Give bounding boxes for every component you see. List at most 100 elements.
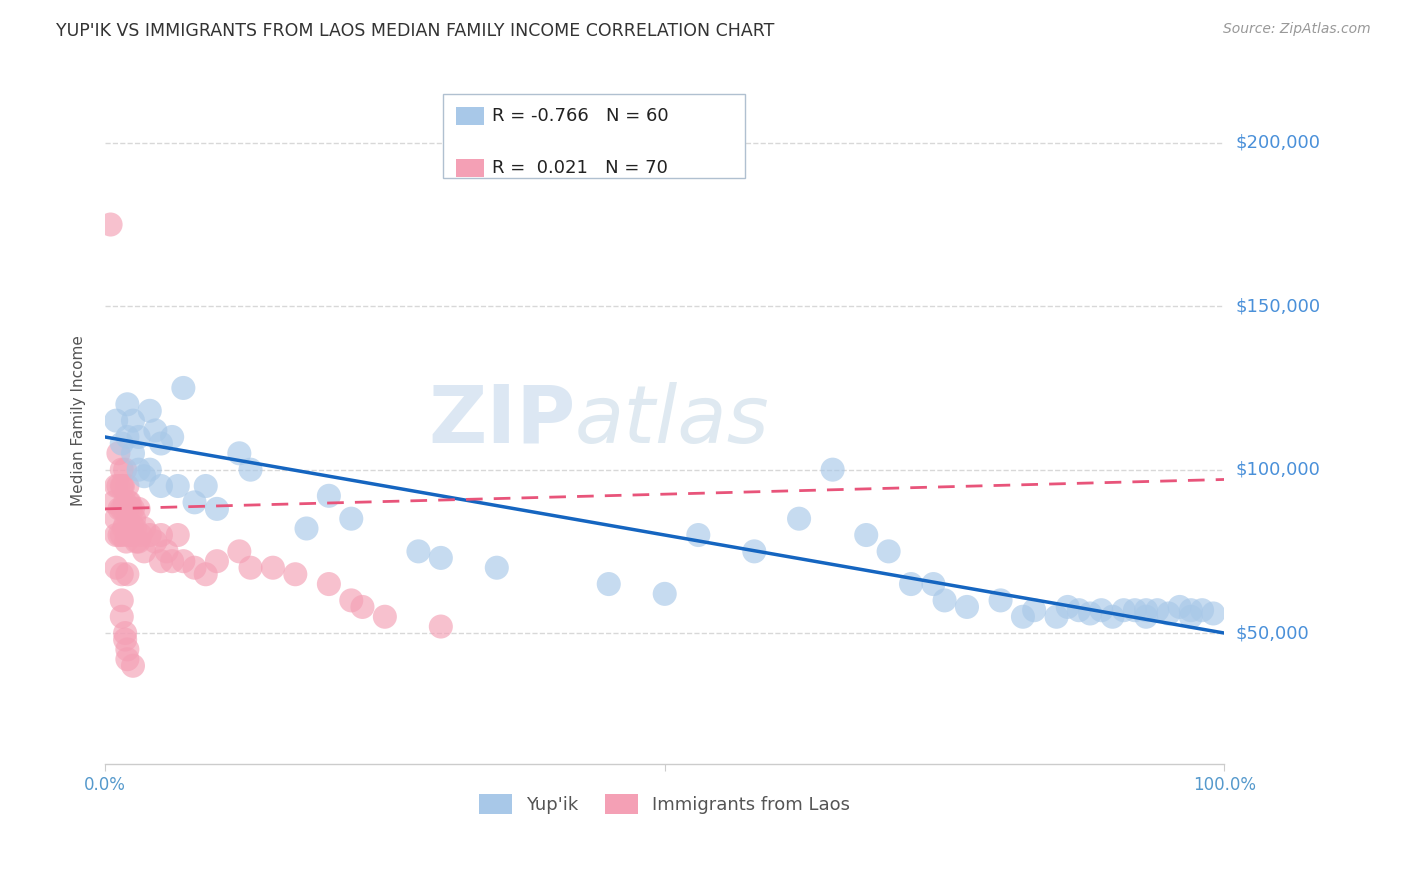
Point [121, 518, 143, 533]
Point [934, 593, 956, 607]
Point [1067, 603, 1090, 617]
Point [239, 560, 262, 574]
Point [352, 599, 374, 614]
Point [787, 511, 810, 525]
Point [1090, 603, 1112, 617]
Point [108, 528, 131, 542]
Point [485, 560, 508, 574]
Point [172, 554, 194, 568]
Point [134, 544, 156, 558]
Text: $100,000: $100,000 [1236, 460, 1320, 479]
Point [117, 528, 139, 542]
Point [122, 658, 145, 673]
Point [117, 501, 139, 516]
Point [105, 479, 128, 493]
Point [115, 534, 138, 549]
Text: R =  0.021   N = 70: R = 0.021 N = 70 [492, 159, 668, 177]
Point [900, 577, 922, 591]
Point [1191, 603, 1213, 617]
Text: ZIP: ZIP [427, 382, 575, 459]
Point [111, 609, 134, 624]
Point [111, 463, 134, 477]
Point [112, 501, 135, 516]
Point [129, 528, 152, 542]
Point [114, 463, 136, 477]
Point [855, 528, 877, 542]
Point [128, 463, 150, 477]
Point [408, 544, 430, 558]
Point [111, 593, 134, 607]
Point [105, 528, 128, 542]
Point [120, 528, 142, 542]
Point [284, 567, 307, 582]
Point [1180, 603, 1202, 617]
Point [122, 501, 145, 516]
Point [111, 436, 134, 450]
Point [117, 397, 139, 411]
Text: $150,000: $150,000 [1236, 297, 1320, 315]
Point [688, 528, 710, 542]
Point [134, 521, 156, 535]
Point [430, 550, 453, 565]
Point [1078, 607, 1101, 621]
Point [108, 501, 131, 516]
Point [821, 463, 844, 477]
Point [105, 511, 128, 525]
Point [118, 495, 141, 509]
Point [205, 501, 228, 516]
Point [111, 528, 134, 542]
Point [103, 495, 125, 509]
Text: atlas: atlas [575, 382, 770, 459]
Point [155, 544, 177, 558]
Text: R = -0.766   N = 60: R = -0.766 N = 60 [492, 107, 669, 125]
Point [340, 593, 363, 607]
Point [1056, 599, 1078, 614]
Point [318, 489, 340, 503]
Point [228, 544, 250, 558]
Point [1146, 603, 1168, 617]
Point [111, 479, 134, 493]
Point [117, 567, 139, 582]
Point [111, 479, 134, 493]
Point [922, 577, 945, 591]
Point [149, 554, 172, 568]
Text: $200,000: $200,000 [1236, 134, 1320, 152]
Point [114, 632, 136, 647]
Point [1157, 607, 1180, 621]
Point [122, 511, 145, 525]
Point [1168, 599, 1191, 614]
Point [172, 381, 194, 395]
Point [183, 560, 205, 574]
Point [295, 521, 318, 535]
Point [1135, 609, 1157, 624]
Point [149, 528, 172, 542]
Point [430, 619, 453, 633]
Point [117, 518, 139, 533]
Point [1180, 609, 1202, 624]
Point [160, 554, 183, 568]
Point [120, 501, 142, 516]
Point [654, 587, 676, 601]
Point [956, 599, 979, 614]
Point [117, 652, 139, 666]
Point [149, 479, 172, 493]
Point [160, 430, 183, 444]
Point [139, 528, 162, 542]
Point [194, 479, 217, 493]
Point [374, 609, 396, 624]
Point [742, 544, 765, 558]
Point [107, 446, 129, 460]
Point [318, 577, 340, 591]
Point [128, 534, 150, 549]
Point [340, 511, 363, 525]
Point [128, 501, 150, 516]
Point [122, 446, 145, 460]
Point [262, 560, 284, 574]
Text: YUP'IK VS IMMIGRANTS FROM LAOS MEDIAN FAMILY INCOME CORRELATION CHART: YUP'IK VS IMMIGRANTS FROM LAOS MEDIAN FA… [56, 22, 775, 40]
Point [105, 414, 128, 428]
Y-axis label: Median Family Income: Median Family Income [72, 335, 86, 506]
Point [183, 495, 205, 509]
Point [117, 642, 139, 657]
Point [117, 430, 139, 444]
Point [124, 521, 146, 535]
